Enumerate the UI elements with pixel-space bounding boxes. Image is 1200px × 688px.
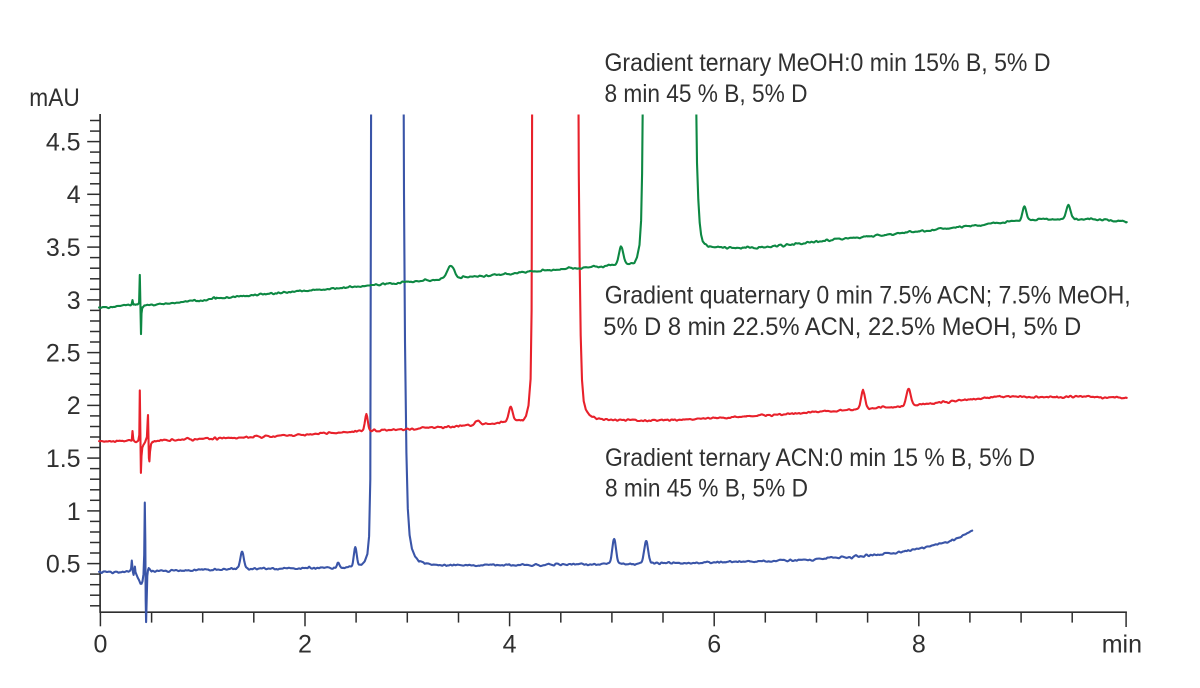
svg-text:min: min [1102,631,1142,659]
svg-text:0: 0 [93,631,107,659]
svg-text:3: 3 [67,287,81,315]
svg-text:Gradient quaternary 0 min 7.5%: Gradient quaternary 0 min 7.5% ACN; 7.5%… [605,281,1131,309]
svg-text:2.5: 2.5 [46,340,81,368]
svg-text:4: 4 [67,181,81,209]
svg-text:6: 6 [707,631,721,659]
svg-text:2: 2 [67,392,81,420]
svg-text:2: 2 [298,631,312,659]
svg-text:4: 4 [503,631,517,659]
svg-text:1.5: 1.5 [46,445,81,473]
svg-text:mAU: mAU [29,84,80,112]
svg-text:5% D 8 min 22.5% ACN, 22.5% Me: 5% D 8 min 22.5% ACN, 22.5% MeOH, 5% D [603,313,1081,341]
svg-text:1: 1 [67,498,81,526]
svg-text:Gradient ternary ACN:0 min 15: Gradient ternary ACN:0 min 15 % B, 5% D [605,444,1035,472]
svg-text:8 min 45 % B, 5% D: 8 min 45 % B, 5% D [605,475,808,503]
svg-text:Gradient ternary MeOH:0 min 15: Gradient ternary MeOH:0 min 15% B, 5% D [605,49,1051,77]
svg-text:3.5: 3.5 [46,234,81,262]
svg-text:4.5: 4.5 [46,129,81,157]
svg-text:8 min 45 % B, 5% D: 8 min 45 % B, 5% D [605,80,808,108]
svg-text:0.5: 0.5 [46,551,81,579]
svg-text:8: 8 [912,631,926,659]
